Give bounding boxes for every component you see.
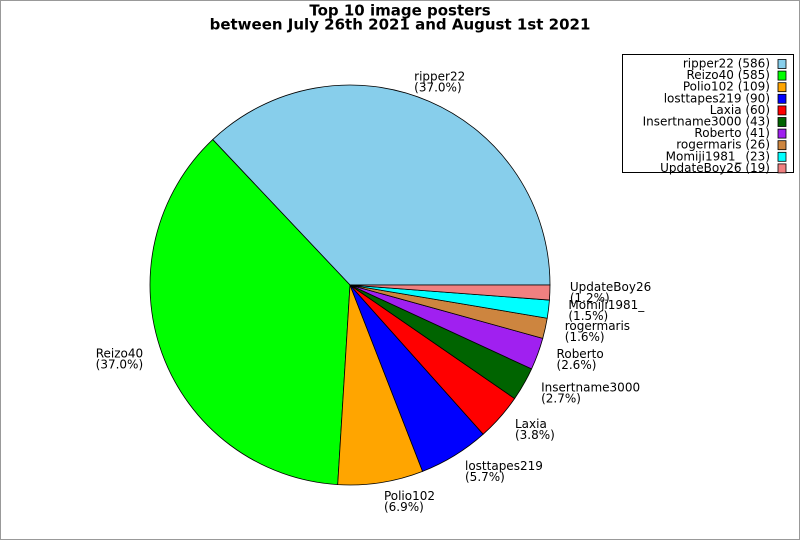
legend-swatch (777, 70, 787, 81)
slice-value-label: (2.6%) (557, 358, 597, 372)
slice-label: Insertname3000 (541, 380, 640, 394)
legend-label: Roberto (41) (694, 126, 770, 140)
chart-title: Top 10 image posters (309, 2, 490, 20)
slice-value-label: (1.2%) (570, 291, 610, 305)
slice-value-label: (5.7%) (465, 470, 505, 484)
legend-swatch (777, 163, 787, 174)
legend-label: Laxia (60) (710, 103, 770, 117)
slice-label: ripper22 (414, 69, 465, 83)
legend-swatch (777, 128, 787, 139)
slice-label: Reizo40 (96, 346, 143, 360)
legend-swatch (777, 59, 787, 69)
pie-slice (149, 139, 351, 486)
slice-label: rogermaris (565, 319, 630, 333)
legend-label: Reizo40 (585) (686, 68, 770, 82)
legend-swatch (777, 105, 787, 116)
legend-swatch (777, 140, 787, 151)
slice-label: Roberto (557, 347, 604, 361)
slice-value-label: (1.6%) (565, 330, 605, 344)
slice-label: Momiji1981_ (568, 298, 645, 312)
slice-value-label: (37.0%) (414, 80, 461, 94)
legend-label: Insertname3000 (43) (643, 115, 770, 129)
slice-label: Laxia (515, 417, 547, 431)
slice-value-label: (3.8%) (515, 428, 555, 442)
legend-label: ripper22 (586) (683, 57, 770, 71)
legend-label: rogermaris (26) (676, 138, 770, 152)
legend-swatch (777, 82, 787, 93)
legend-label: UpdateBoy26 (19) (660, 161, 770, 175)
slice-label: UpdateBoy26 (570, 280, 651, 294)
pie-slice (349, 284, 551, 301)
legend-swatch (777, 151, 787, 162)
legend-label: Momiji1981_ (23) (666, 149, 770, 163)
pie-slice (212, 84, 551, 286)
slice-value-label: (6.9%) (384, 500, 424, 514)
slice-value-label: (2.7%) (541, 391, 581, 405)
slice-label: Polio102 (384, 489, 435, 503)
legend-swatch (777, 93, 787, 104)
legend-swatch (777, 117, 787, 127)
chart-subtitle: between July 26th 2021 and August 1st 20… (210, 16, 591, 34)
legend-label: losttapes219 (90) (664, 91, 770, 105)
slice-label: losttapes219 (465, 459, 543, 473)
legend-label: Polio102 (109) (683, 80, 770, 94)
slice-value-label: (1.5%) (568, 309, 608, 323)
legend-box (622, 54, 794, 173)
slice-value-label: (37.0%) (96, 357, 143, 371)
